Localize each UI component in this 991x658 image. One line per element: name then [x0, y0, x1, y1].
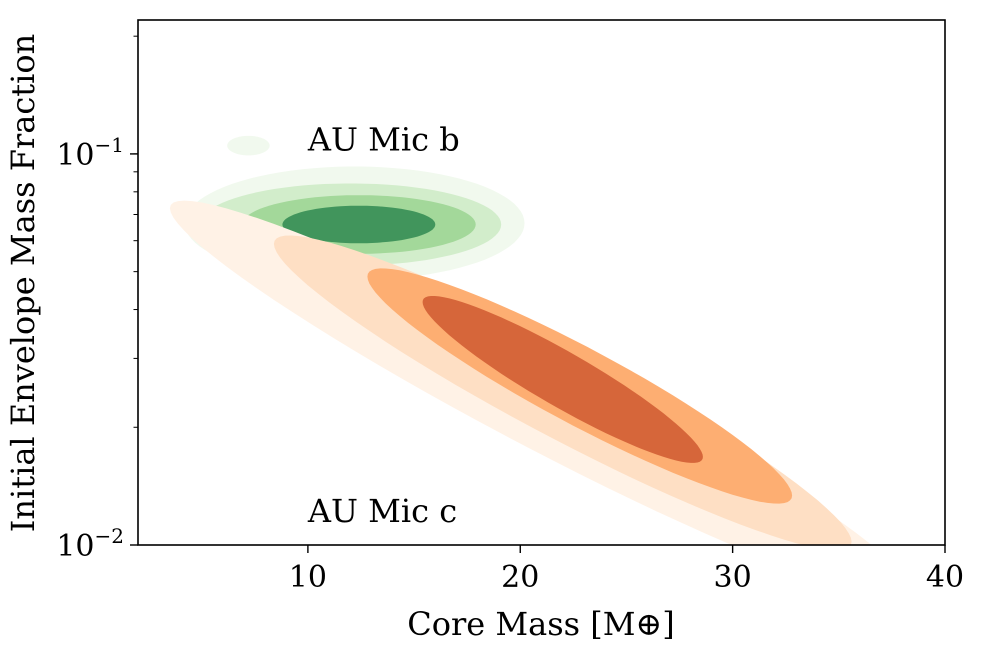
x-tick-label: 10 [289, 560, 327, 595]
contour-level-4 [422, 296, 703, 463]
contour-layer [169, 135, 872, 545]
annotation-layer: AU Mic b AU Mic c [307, 120, 460, 530]
plot-frame [137, 19, 946, 546]
x-axis-label: Core Mass [M⊕] [407, 605, 675, 643]
contour-island [227, 135, 270, 156]
annotation-label: AU Mic c [307, 492, 457, 530]
y-tick-label: 10−1 [56, 133, 124, 173]
x-tick-label: 20 [501, 560, 539, 595]
contour-level-4 [282, 205, 436, 244]
series-au-mic-c [169, 200, 872, 545]
x-tick-label: 30 [714, 560, 752, 595]
annotation-label: AU Mic b [307, 120, 460, 158]
x-axis: 10 20 30 40 [289, 545, 964, 595]
y-tick-label: 10−2 [56, 524, 124, 564]
x-tick-label: 40 [926, 560, 964, 595]
y-axis: 10−1 10−2 [56, 35, 138, 564]
y-axis-label: Initial Envelope Mass Fraction [4, 34, 42, 532]
